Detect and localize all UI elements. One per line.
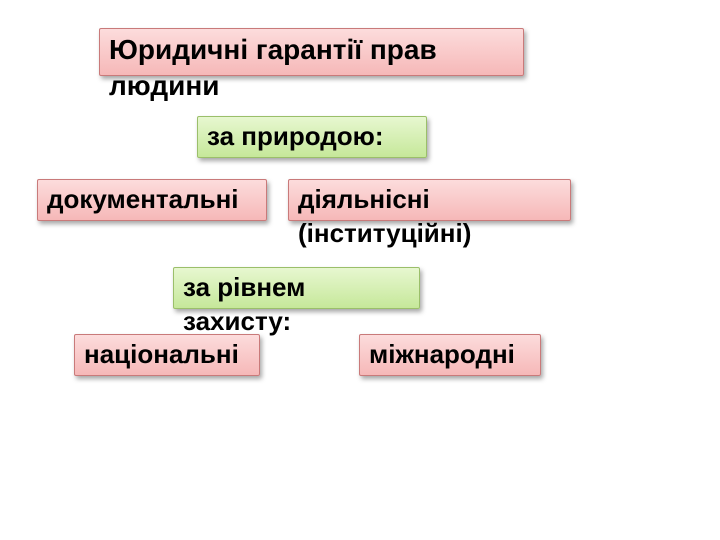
label-title: Юридичні гарантії прав людини [109,32,514,114]
label-documentary: документальні [47,183,257,255]
label-national: національні [84,338,250,410]
label-international: міжнародні [369,338,531,410]
label-by-level: за рівнем захисту: [183,271,410,343]
label-activity: діяльнісні (інституційні) [298,183,561,255]
